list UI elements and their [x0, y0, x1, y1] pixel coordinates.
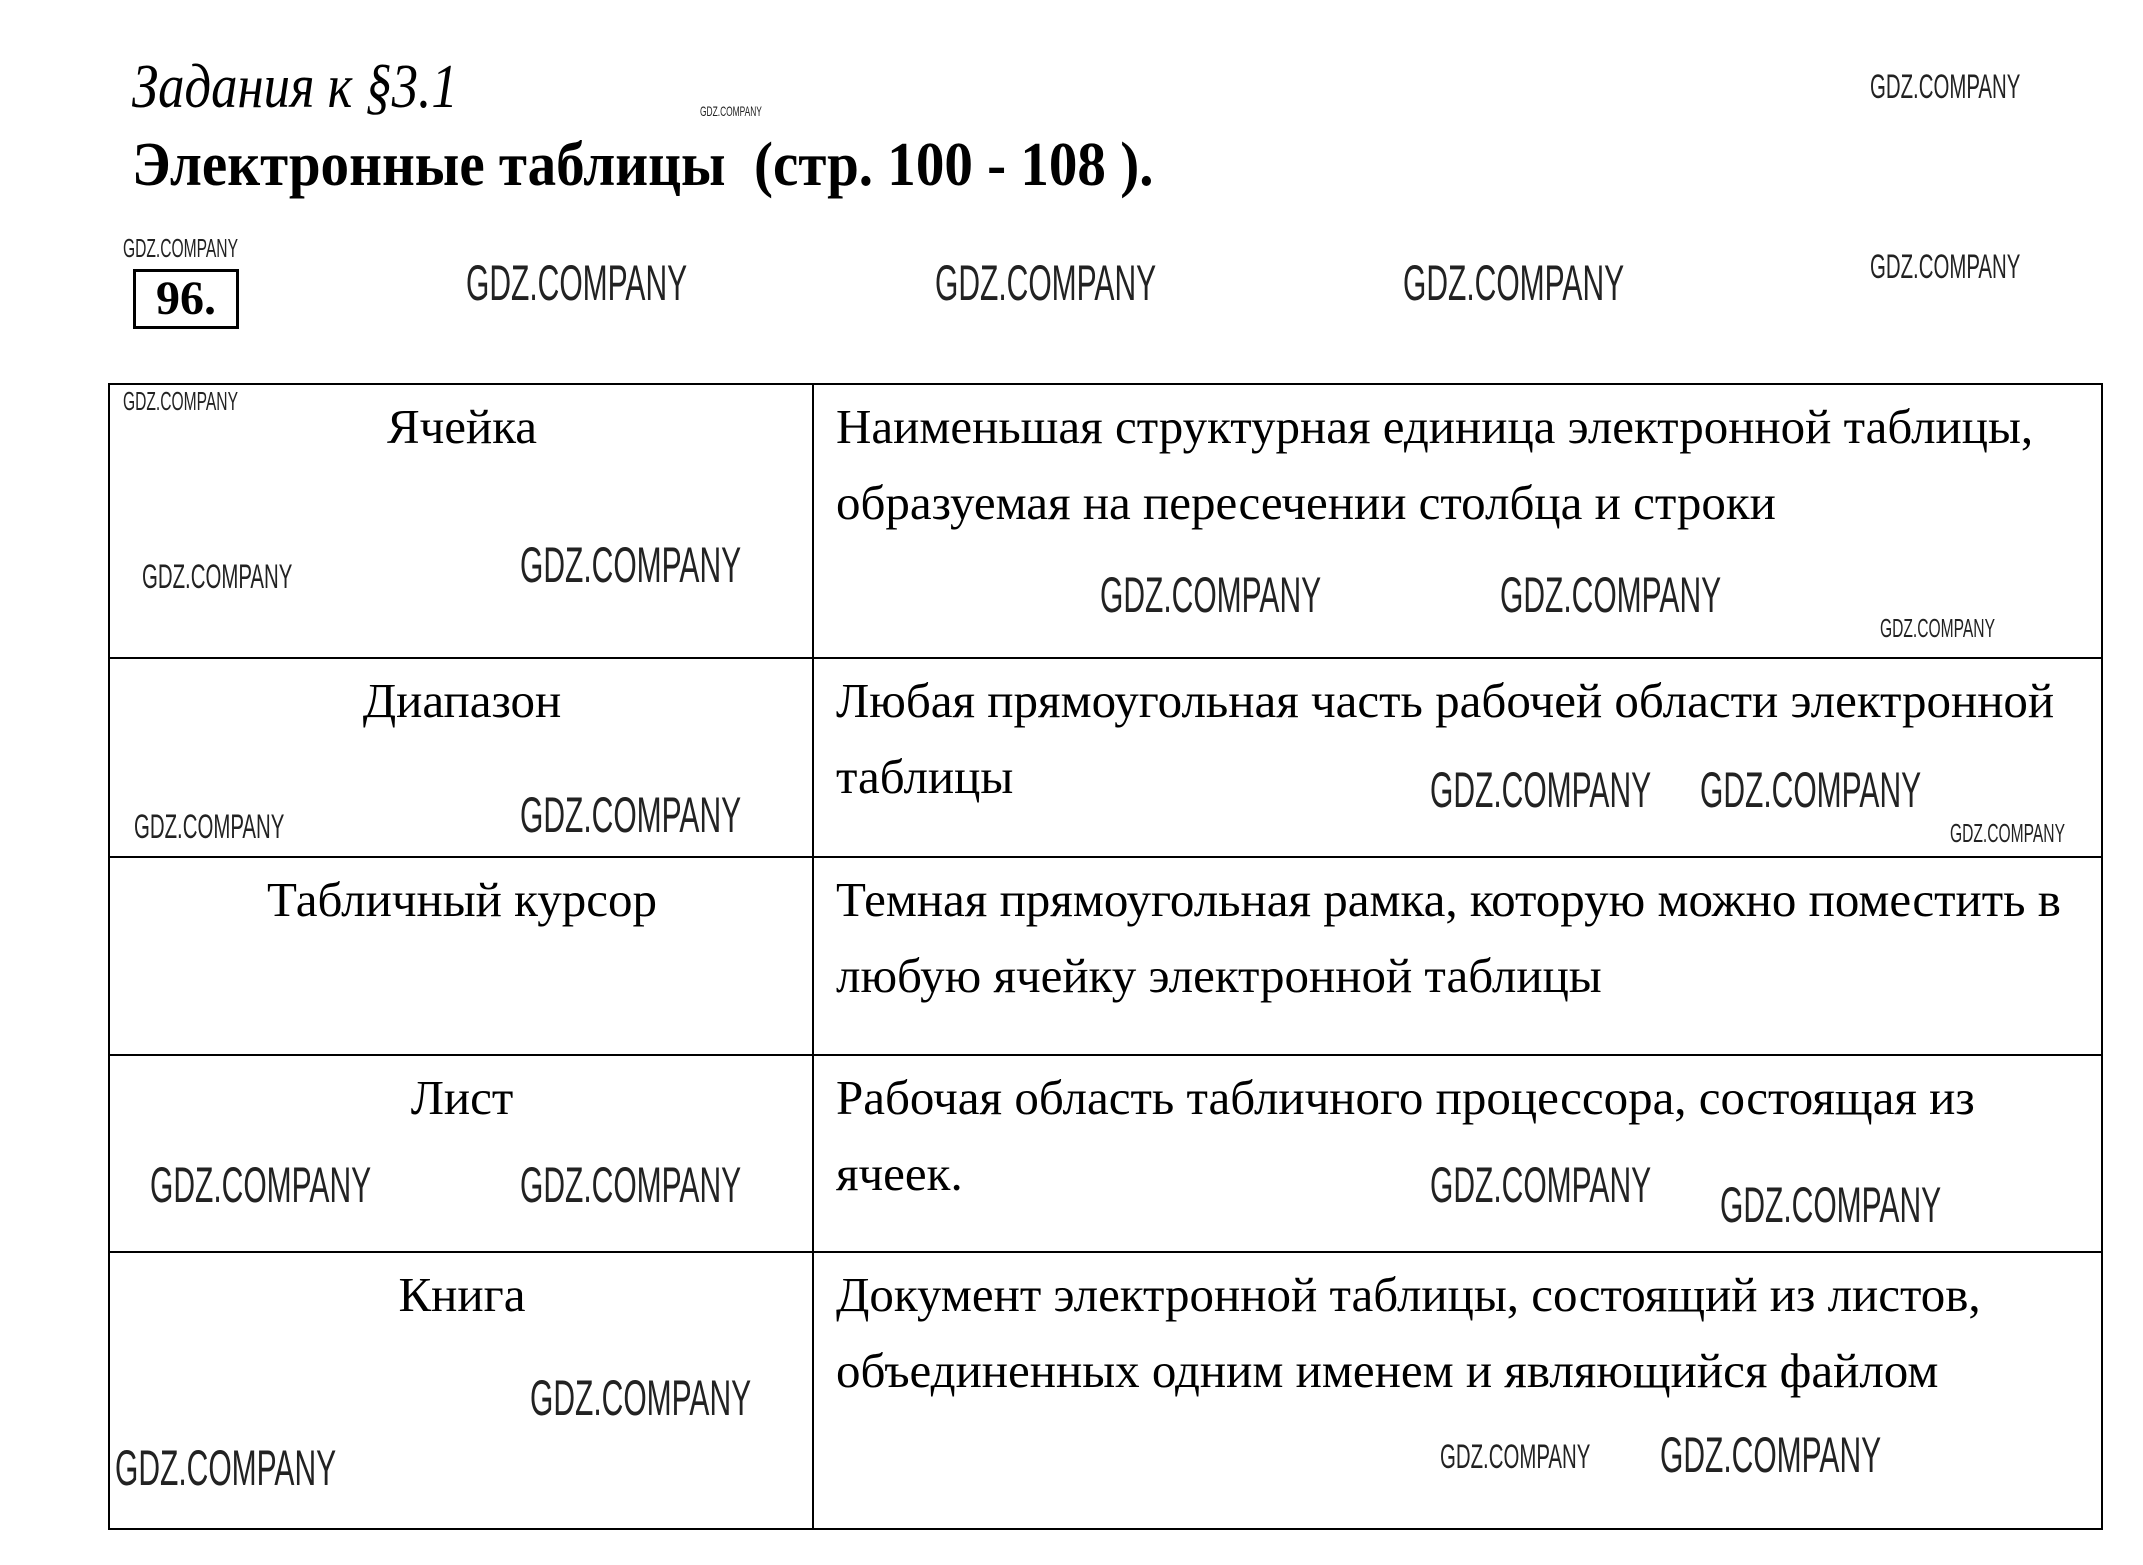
watermark: GDZ.COMPANY [1440, 1438, 1591, 1476]
term-cell: Лист [108, 1054, 814, 1253]
table-row: Книга Документ электронной таблицы, состо… [108, 1251, 2103, 1530]
page-title: Электронные таблицы (стр. 100 - 108 ). [132, 131, 1154, 199]
term-cell: Диапазон [108, 657, 814, 858]
watermark: GDZ.COMPANY [134, 808, 285, 846]
watermark: GDZ.COMPANY [150, 1157, 372, 1213]
watermark: GDZ.COMPANY [1430, 1157, 1652, 1213]
definition-cell: Темная прямоугольная рамка, которую можн… [812, 856, 2103, 1056]
definition-cell: Наименьшая структурная единица электронн… [812, 383, 2103, 659]
term-cell: Ячейка [108, 383, 814, 659]
watermark: GDZ.COMPANY [1500, 567, 1722, 623]
table-row: Диапазон Любая прямоугольная часть рабоче… [108, 657, 2103, 858]
watermark: GDZ.COMPANY [530, 1370, 752, 1426]
watermark: GDZ.COMPANY [1100, 567, 1322, 623]
watermark: GDZ.COMPANY [520, 787, 742, 843]
table-row: Лист Рабочая область табличного процессор… [108, 1054, 2103, 1253]
watermark: GDZ.COMPANY [1950, 818, 2065, 848]
section-subtitle: Задания к §3.1 [132, 53, 458, 121]
watermark: GDZ.COMPANY [520, 537, 742, 593]
term-cell: Табличный курсор [108, 856, 814, 1056]
watermark: GDZ.COMPANY [1700, 762, 1922, 818]
watermark: GDZ.COMPANY [466, 255, 688, 311]
watermark: GDZ.COMPANY [1403, 255, 1625, 311]
definition-cell: Рабочая область табличного процессора, с… [812, 1054, 2103, 1253]
definition-cell: Документ электронной таблицы, состоящий … [812, 1251, 2103, 1530]
definition-cell: Любая прямоугольная часть рабочей област… [812, 657, 2103, 858]
watermark: GDZ.COMPANY [1880, 613, 1995, 643]
table-row: Табличный курсор Темная прямоугольная рам… [108, 856, 2103, 1056]
watermark: GDZ.COMPANY [1430, 762, 1652, 818]
watermark: GDZ.COMPANY [142, 558, 293, 596]
task-number: 96. [133, 269, 239, 329]
term-cell: Книга [108, 1251, 814, 1530]
watermark: GDZ.COMPANY [115, 1440, 337, 1496]
watermark: GDZ.COMPANY [1870, 68, 2021, 106]
watermark: GDZ.COMPANY [700, 103, 762, 119]
watermark: GDZ.COMPANY [935, 255, 1157, 311]
table-row: Ячейка Наименьшая структурная единица эле… [108, 383, 2103, 659]
definitions-table: Ячейка Наименьшая структурная единица эле… [108, 383, 2103, 1530]
watermark: GDZ.COMPANY [1870, 248, 2021, 286]
watermark: GDZ.COMPANY [1660, 1427, 1882, 1483]
watermark: GDZ.COMPANY [123, 233, 238, 263]
watermark: GDZ.COMPANY [123, 386, 238, 416]
watermark: GDZ.COMPANY [1720, 1177, 1942, 1233]
watermark: GDZ.COMPANY [520, 1157, 742, 1213]
